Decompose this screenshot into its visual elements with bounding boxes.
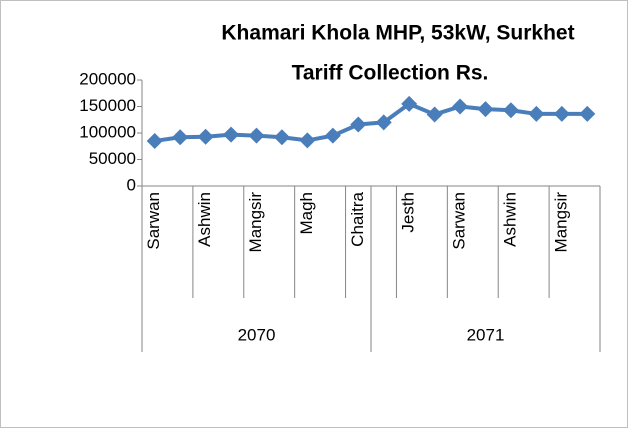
x-tick-label: Ashwin [500,192,519,247]
x-tick-label: Magh [297,192,316,235]
marker [248,127,265,144]
marker [350,116,367,133]
marker [197,128,214,145]
x-tick-label: Chaitra [348,191,367,246]
marker [324,127,341,144]
marker [299,132,316,149]
group-label: 2070 [238,325,276,344]
y-tick-label: 50000 [89,149,136,168]
marker [273,129,290,146]
y-tick-label: 0 [127,175,136,194]
marker [553,105,570,122]
marker [426,106,443,123]
y-tick-label: 100000 [79,122,136,141]
marker [502,102,519,119]
y-tick-label: 200000 [79,69,136,88]
marker [375,114,392,131]
group-label: 2071 [467,325,505,344]
marker [146,132,163,149]
marker [223,126,240,143]
x-tick-label: Mangsir [246,192,265,253]
chart-subtitle: Tariff Collection Rs. [292,62,489,85]
marker [528,105,545,122]
x-tick-label: Mangsir [551,192,570,253]
marker [477,101,494,118]
y-tick-label: 150000 [79,96,136,115]
marker [172,129,189,146]
x-tick-label: Sarwan [144,192,163,250]
x-tick-label: Sarwan [450,192,469,250]
x-tick-label: Ashwin [195,192,214,247]
marker [452,98,469,115]
chart-title: Khamari Khola MHP, 53kW, Surkhet [221,22,574,45]
x-tick-label: Jesth [399,192,418,233]
marker [401,95,418,112]
marker [579,105,596,122]
